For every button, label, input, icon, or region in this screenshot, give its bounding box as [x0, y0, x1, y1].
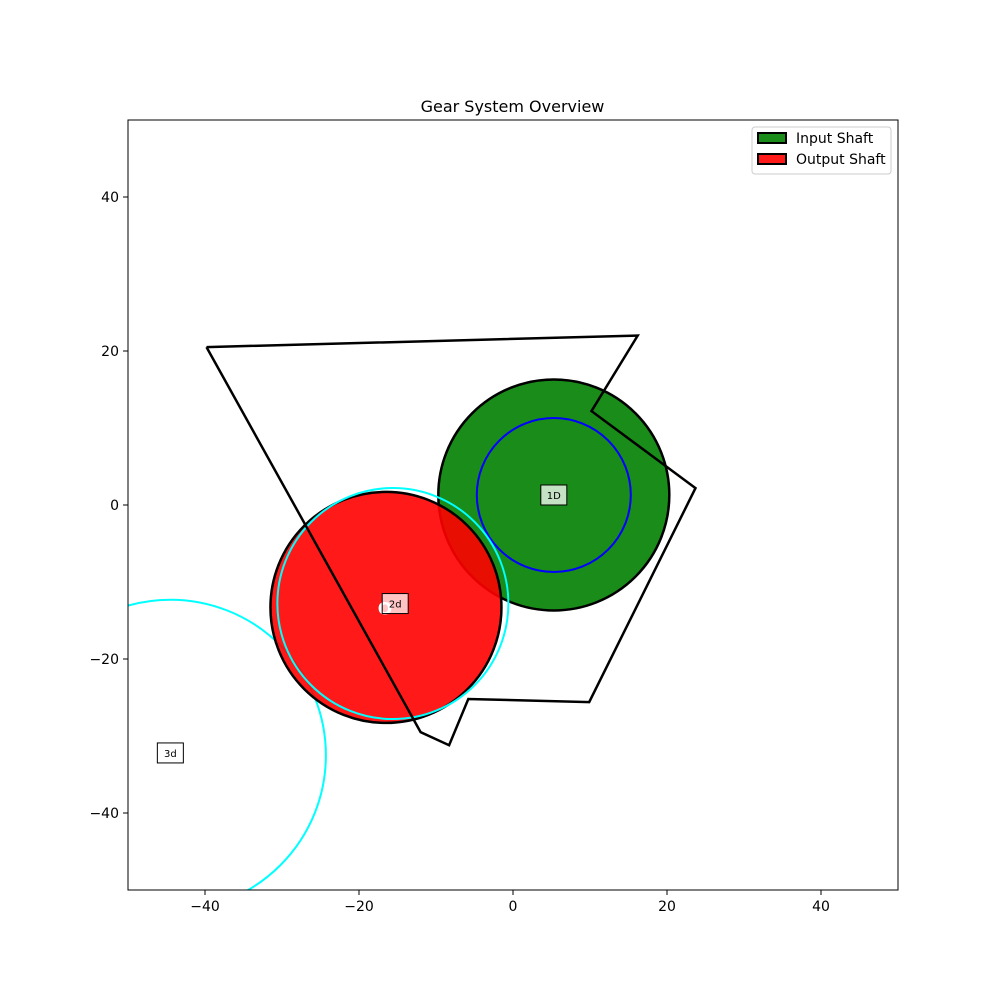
chart-title: Gear System Overview: [421, 97, 605, 116]
x-tick-label: 20: [658, 899, 676, 915]
housing-outline: [205, 334, 698, 747]
legend-swatch-1: [757, 132, 787, 144]
legend-swatch-2: [757, 153, 787, 165]
plot-area: O1D2d3d: [128, 334, 698, 890]
x-tick-label: −40: [190, 899, 220, 915]
marker-3d: 3d: [156, 742, 184, 764]
input-pitch-circle: [475, 416, 632, 573]
legend: Input Shaft Output Shaft: [751, 126, 892, 175]
marker-label-2d: 2d: [389, 600, 402, 611]
cyan-circle-2: [128, 598, 327, 890]
marker-box-2d: [381, 593, 409, 615]
cyan-circle-1: [276, 487, 510, 721]
legend-label-2: Output Shaft: [796, 152, 886, 168]
x-tick-label: −20: [344, 899, 374, 915]
marker-1D: 1D: [540, 484, 568, 506]
y-axis: −40 −20 0 20 40: [89, 190, 128, 822]
legend-label-1: Input Shaft: [796, 131, 874, 147]
marker-box-1D: [540, 484, 568, 506]
y-tick-label: 20: [101, 344, 119, 360]
y-tick-label: 0: [110, 498, 119, 514]
marker-box-3d: [156, 742, 184, 764]
marker-label-1D: 1D: [547, 491, 561, 502]
x-axis: −40 −20 0 20 40: [190, 890, 830, 915]
marker-label-3d: 3d: [164, 749, 177, 760]
x-tick-label: 0: [509, 899, 518, 915]
x-tick-label: 40: [812, 899, 830, 915]
y-tick-label: −20: [89, 652, 119, 668]
y-tick-label: 40: [101, 190, 119, 206]
marker-2d: 2d: [381, 593, 409, 615]
y-tick-label: −40: [89, 806, 119, 822]
